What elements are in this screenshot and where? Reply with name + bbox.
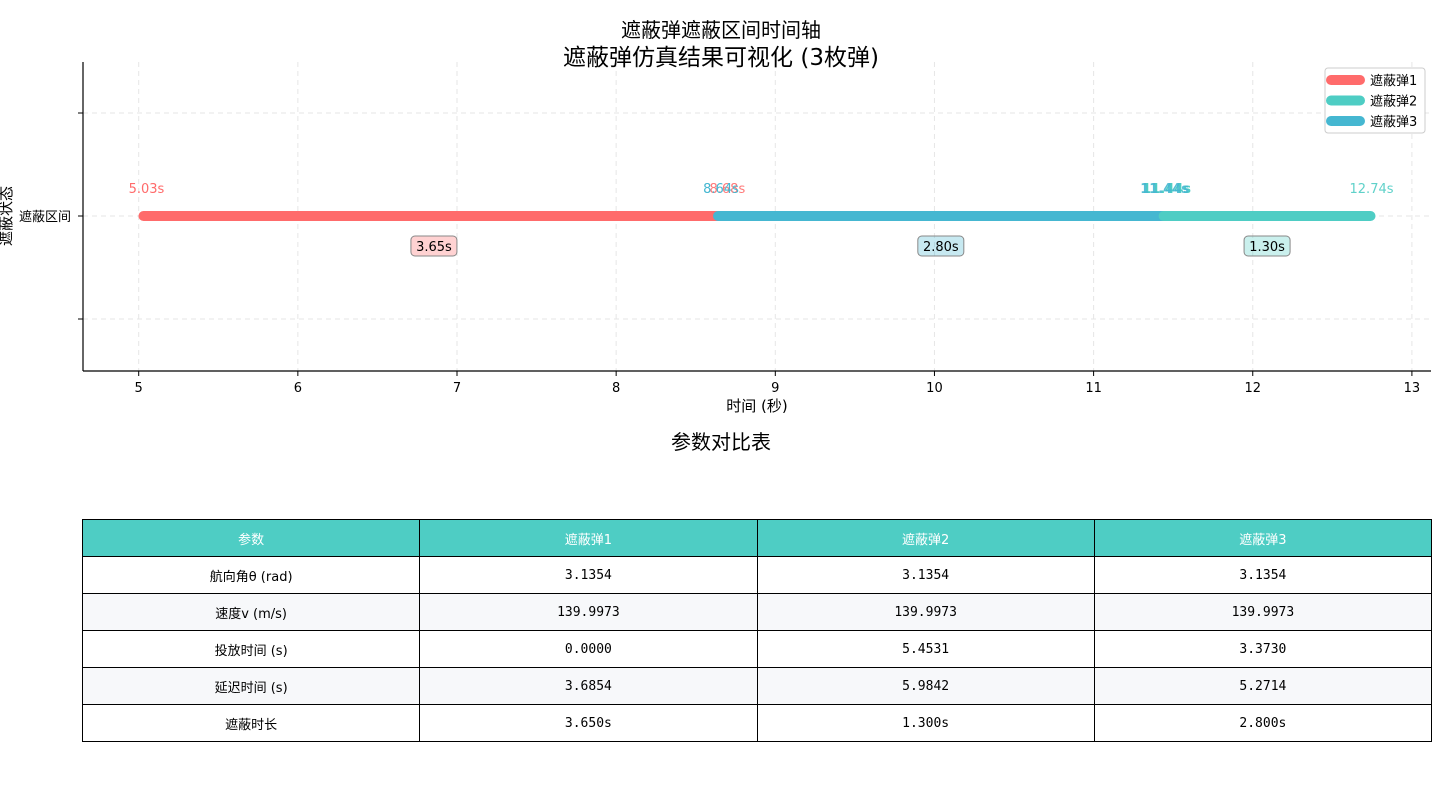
table-row: 投放时间 (s) 0.0000 5.4531 3.3730: [81, 630, 1433, 668]
row-label: 速度v (m/s): [81, 593, 421, 631]
table-cell: 139.9973: [419, 593, 758, 631]
duration-box: [410, 235, 458, 257]
x-tick-label: 13: [1404, 381, 1421, 396]
start-time-label: 11.44s: [1142, 182, 1191, 197]
table-row: 航向角θ (rad) 3.1354 3.1354 3.1354: [81, 556, 1433, 594]
row-label: 投放时间 (s): [81, 630, 421, 668]
row-label: 遮蔽时长: [81, 704, 421, 742]
row-label: 延迟时间 (s): [81, 667, 421, 705]
legend-label: 遮蔽弹1: [1370, 73, 1417, 89]
table-cell: 139.9973: [756, 593, 1095, 631]
x-axis-label: 时间 (秒): [726, 397, 787, 415]
x-tick-label: 5: [135, 381, 143, 396]
start-time-label: 5.03s: [129, 182, 165, 197]
timeline-chart: 5 6 7 8 9 10 11 12 13 遮蔽区间时间 (秒) 遮蔽状态 5.03s 8.68s 11.…: [0, 62, 1431, 415]
legend-label: 遮蔽弹3: [1370, 114, 1417, 130]
duration-label: 3.65s: [416, 240, 452, 255]
table-cell: 5.9842: [756, 667, 1095, 705]
end-time-label: 8.68s: [710, 182, 746, 197]
table-cell: 0.0000: [419, 630, 758, 668]
start-time-label: 8.64s: [703, 182, 739, 197]
chart-title: 遮蔽弹遮蔽区间时间轴: [621, 18, 821, 42]
table-row: 遮蔽时长 3.650s 1.300s 2.800s: [81, 704, 1433, 742]
table-cell: 3.6854: [419, 667, 758, 705]
row-label: 航向角θ (rad): [81, 556, 421, 594]
table-cell: 3.3730: [1093, 630, 1433, 668]
table-row: 速度v (m/s) 139.9973 139.9973 139.9973: [81, 593, 1433, 631]
table-cell: 3.1354: [756, 556, 1095, 594]
x-tick-label: 11: [1085, 381, 1102, 396]
table-cell: 3.1354: [1093, 556, 1433, 594]
duration-label: 1.30s: [1249, 240, 1285, 255]
x-tick-label: 7: [453, 381, 461, 396]
x-tick-label: 8: [612, 381, 620, 396]
header-param: 参数: [81, 519, 421, 557]
table-title: 参数对比表: [671, 430, 771, 454]
duration-box: [1243, 235, 1291, 257]
x-tick-label: 10: [926, 381, 943, 396]
y-axis-label: 遮蔽状态: [0, 186, 15, 246]
header-shell3: 遮蔽弹3: [1093, 519, 1433, 557]
table-cell: 5.2714: [1093, 667, 1433, 705]
parameter-table: 参数 遮蔽弹1 遮蔽弹2 遮蔽弹3 航向角θ (rad) 3.1354 3.13…: [81, 519, 1433, 742]
table-cell: 5.4531: [756, 630, 1095, 668]
header-shell2: 遮蔽弹2: [756, 519, 1095, 557]
x-tick-label: 6: [294, 381, 302, 396]
y-tick-label: 遮蔽区间: [19, 209, 71, 225]
duration-box: [917, 235, 965, 257]
table-cell: 3.650s: [419, 704, 758, 742]
table-header-row: 参数 遮蔽弹1 遮蔽弹2 遮蔽弹3: [81, 519, 1433, 557]
x-tick-label: 12: [1244, 381, 1261, 396]
figure-suptitle: 遮蔽弹仿真结果可视化 (3枚弹): [563, 45, 879, 71]
x-tick-label: 9: [771, 381, 779, 396]
table-cell: 1.300s: [756, 704, 1095, 742]
legend-label: 遮蔽弹2: [1370, 94, 1417, 110]
table-cell: 3.1354: [419, 556, 758, 594]
end-time-label: 11.44s: [1140, 182, 1189, 197]
header-shell1: 遮蔽弹1: [419, 519, 758, 557]
table-row: 延迟时间 (s) 3.6854 5.9842 5.2714: [81, 667, 1433, 705]
table-cell: 2.800s: [1093, 704, 1433, 742]
table-cell: 139.9973: [1093, 593, 1433, 631]
duration-label: 2.80s: [923, 240, 959, 255]
end-time-label: 12.74s: [1350, 182, 1394, 197]
